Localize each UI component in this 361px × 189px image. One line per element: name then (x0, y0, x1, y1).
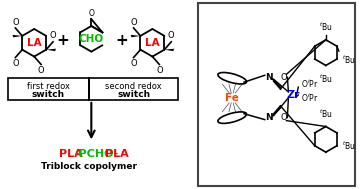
Polygon shape (164, 49, 174, 51)
Text: $^t$Bu: $^t$Bu (319, 72, 333, 85)
Text: O$^i$Pr: O$^i$Pr (301, 92, 319, 104)
Text: Fe: Fe (225, 93, 239, 103)
Text: O: O (88, 9, 94, 18)
Polygon shape (46, 49, 56, 51)
Text: O: O (12, 18, 19, 26)
Text: switch: switch (32, 90, 65, 99)
Text: second redox: second redox (105, 82, 162, 91)
Bar (8, 78, 90, 100)
Text: O: O (12, 59, 19, 68)
Text: first redox: first redox (27, 82, 70, 91)
Text: O: O (156, 66, 162, 75)
Text: $^t$Bu: $^t$Bu (319, 107, 333, 120)
Text: $^t$Bu: $^t$Bu (342, 53, 356, 66)
Text: Zr: Zr (287, 90, 300, 100)
Text: -PCHO-: -PCHO- (74, 149, 118, 159)
Text: O: O (168, 31, 175, 40)
Bar (198, 3, 355, 186)
Text: LA: LA (145, 38, 160, 48)
Text: N: N (265, 73, 273, 82)
Text: CHO: CHO (79, 34, 104, 44)
Text: +: + (116, 33, 128, 48)
Polygon shape (131, 35, 140, 37)
Text: O$^i$Pr: O$^i$Pr (301, 78, 319, 90)
Text: PLA: PLA (58, 149, 82, 159)
Bar (90, 78, 178, 100)
Text: O: O (130, 18, 137, 26)
Text: O: O (280, 113, 287, 122)
Polygon shape (12, 35, 22, 37)
Text: PLA: PLA (105, 149, 129, 159)
Text: Triblock copolymer: Triblock copolymer (42, 162, 137, 171)
Text: O: O (280, 73, 287, 82)
Text: $^t$Bu: $^t$Bu (342, 139, 356, 152)
Text: LA: LA (27, 38, 42, 48)
Text: switch: switch (117, 90, 150, 99)
Text: O: O (50, 31, 56, 40)
Text: N: N (265, 113, 273, 122)
Text: O: O (38, 66, 44, 75)
Text: +: + (56, 33, 69, 48)
Text: $^t$Bu: $^t$Bu (319, 21, 333, 33)
Text: O: O (130, 59, 137, 68)
